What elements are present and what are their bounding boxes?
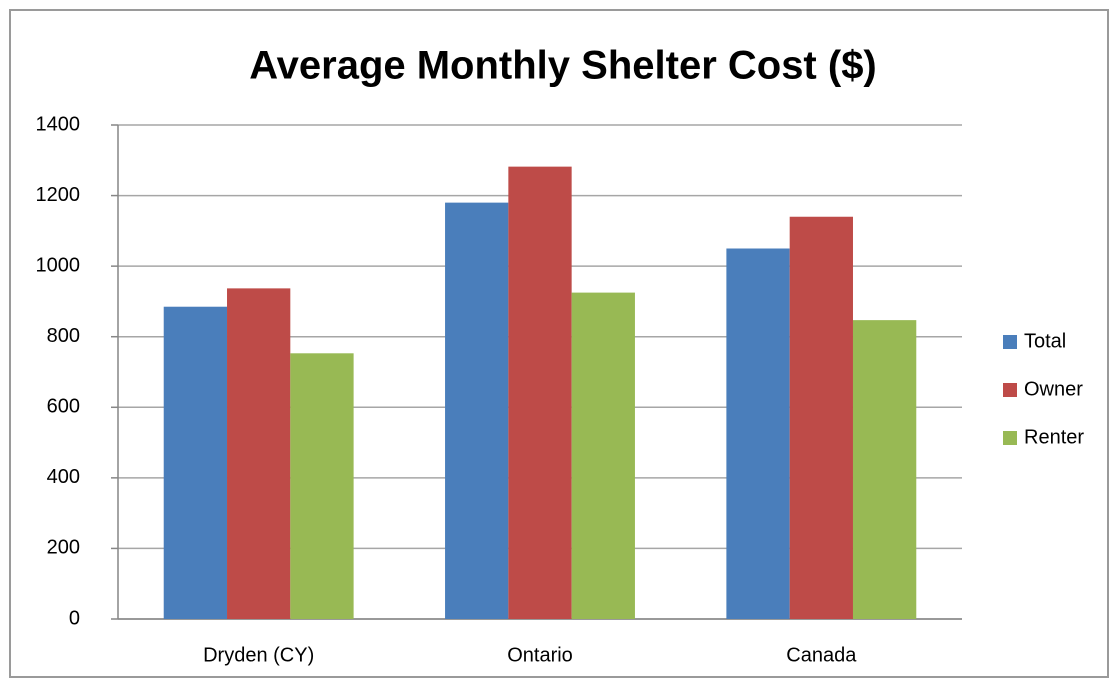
bar [508,166,572,619]
x-tick-label: Ontario [507,644,573,666]
y-tick-label: 800 [47,325,80,347]
x-tick-label: Canada [786,644,857,666]
chart-title: Average Monthly Shelter Cost ($) [249,44,877,88]
bar [789,216,853,619]
bar [571,292,635,619]
bar [852,320,917,619]
bar [290,353,354,619]
y-tick-label: 1000 [36,254,81,276]
y-tick-label: 600 [47,396,80,418]
y-tick-label: 400 [47,466,80,488]
legend-swatch [1003,383,1017,397]
legend-label: Owner [1024,378,1083,400]
legend-label: Total [1024,330,1066,352]
bar [227,288,291,619]
y-tick-label: 1400 [36,113,81,135]
bar [445,202,509,619]
x-tick-label: Dryden (CY) [203,644,314,666]
y-tick-label: 1200 [36,184,81,206]
legend-label: Renter [1024,426,1084,448]
y-tick-label: 0 [69,607,80,629]
legend-swatch [1003,335,1017,349]
y-tick-label: 200 [47,537,80,559]
legend-swatch [1003,431,1017,445]
bar [163,306,228,619]
bar [726,248,790,619]
